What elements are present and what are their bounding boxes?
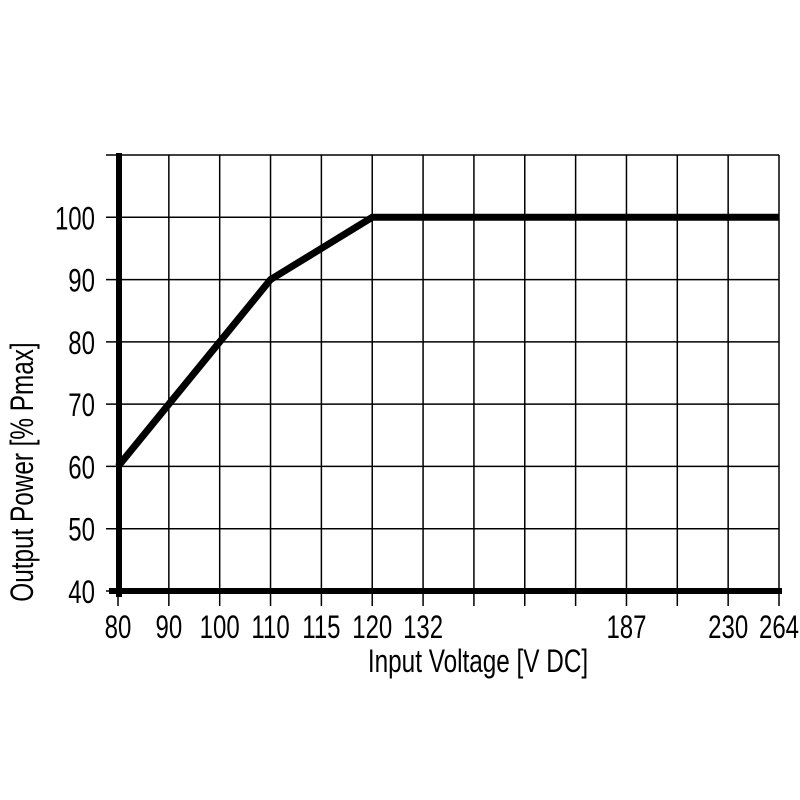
x-tick-label: 264	[759, 609, 799, 645]
y-tick-label: 80	[68, 324, 95, 360]
y-tick-label: 60	[68, 449, 95, 485]
series-output-power-derating-curve	[115, 213, 779, 469]
y-axis-title: Output Power [% Pmax]	[5, 342, 41, 601]
x-tick-label: 110	[251, 609, 289, 645]
x-tick-label: 115	[302, 609, 340, 645]
y-tick-label: 100	[55, 200, 95, 236]
x-tick-label: 120	[352, 609, 392, 645]
x-tick-label: 90	[156, 609, 183, 645]
x-tick-label: 80	[105, 609, 132, 645]
grid-layer	[106, 154, 780, 606]
y-tick-label: 70	[68, 387, 95, 423]
y-tick-label: 40	[68, 574, 95, 610]
tick-label-layer: 80 90 100 110 115 120 132 187 230 264 40 50 60 70 80 90…	[55, 200, 799, 645]
y-tick-label: 50	[68, 511, 95, 547]
y-tick-label: 90	[68, 262, 95, 298]
x-tick-label: 187	[606, 609, 646, 645]
x-tick-label: 132	[403, 609, 443, 645]
series-layer	[115, 213, 779, 469]
x-tick-label: 100	[200, 609, 240, 645]
x-axis-title: Input Voltage [V DC]	[368, 644, 588, 680]
x-tick-label: 230	[708, 609, 748, 645]
axis-layer	[109, 153, 782, 597]
